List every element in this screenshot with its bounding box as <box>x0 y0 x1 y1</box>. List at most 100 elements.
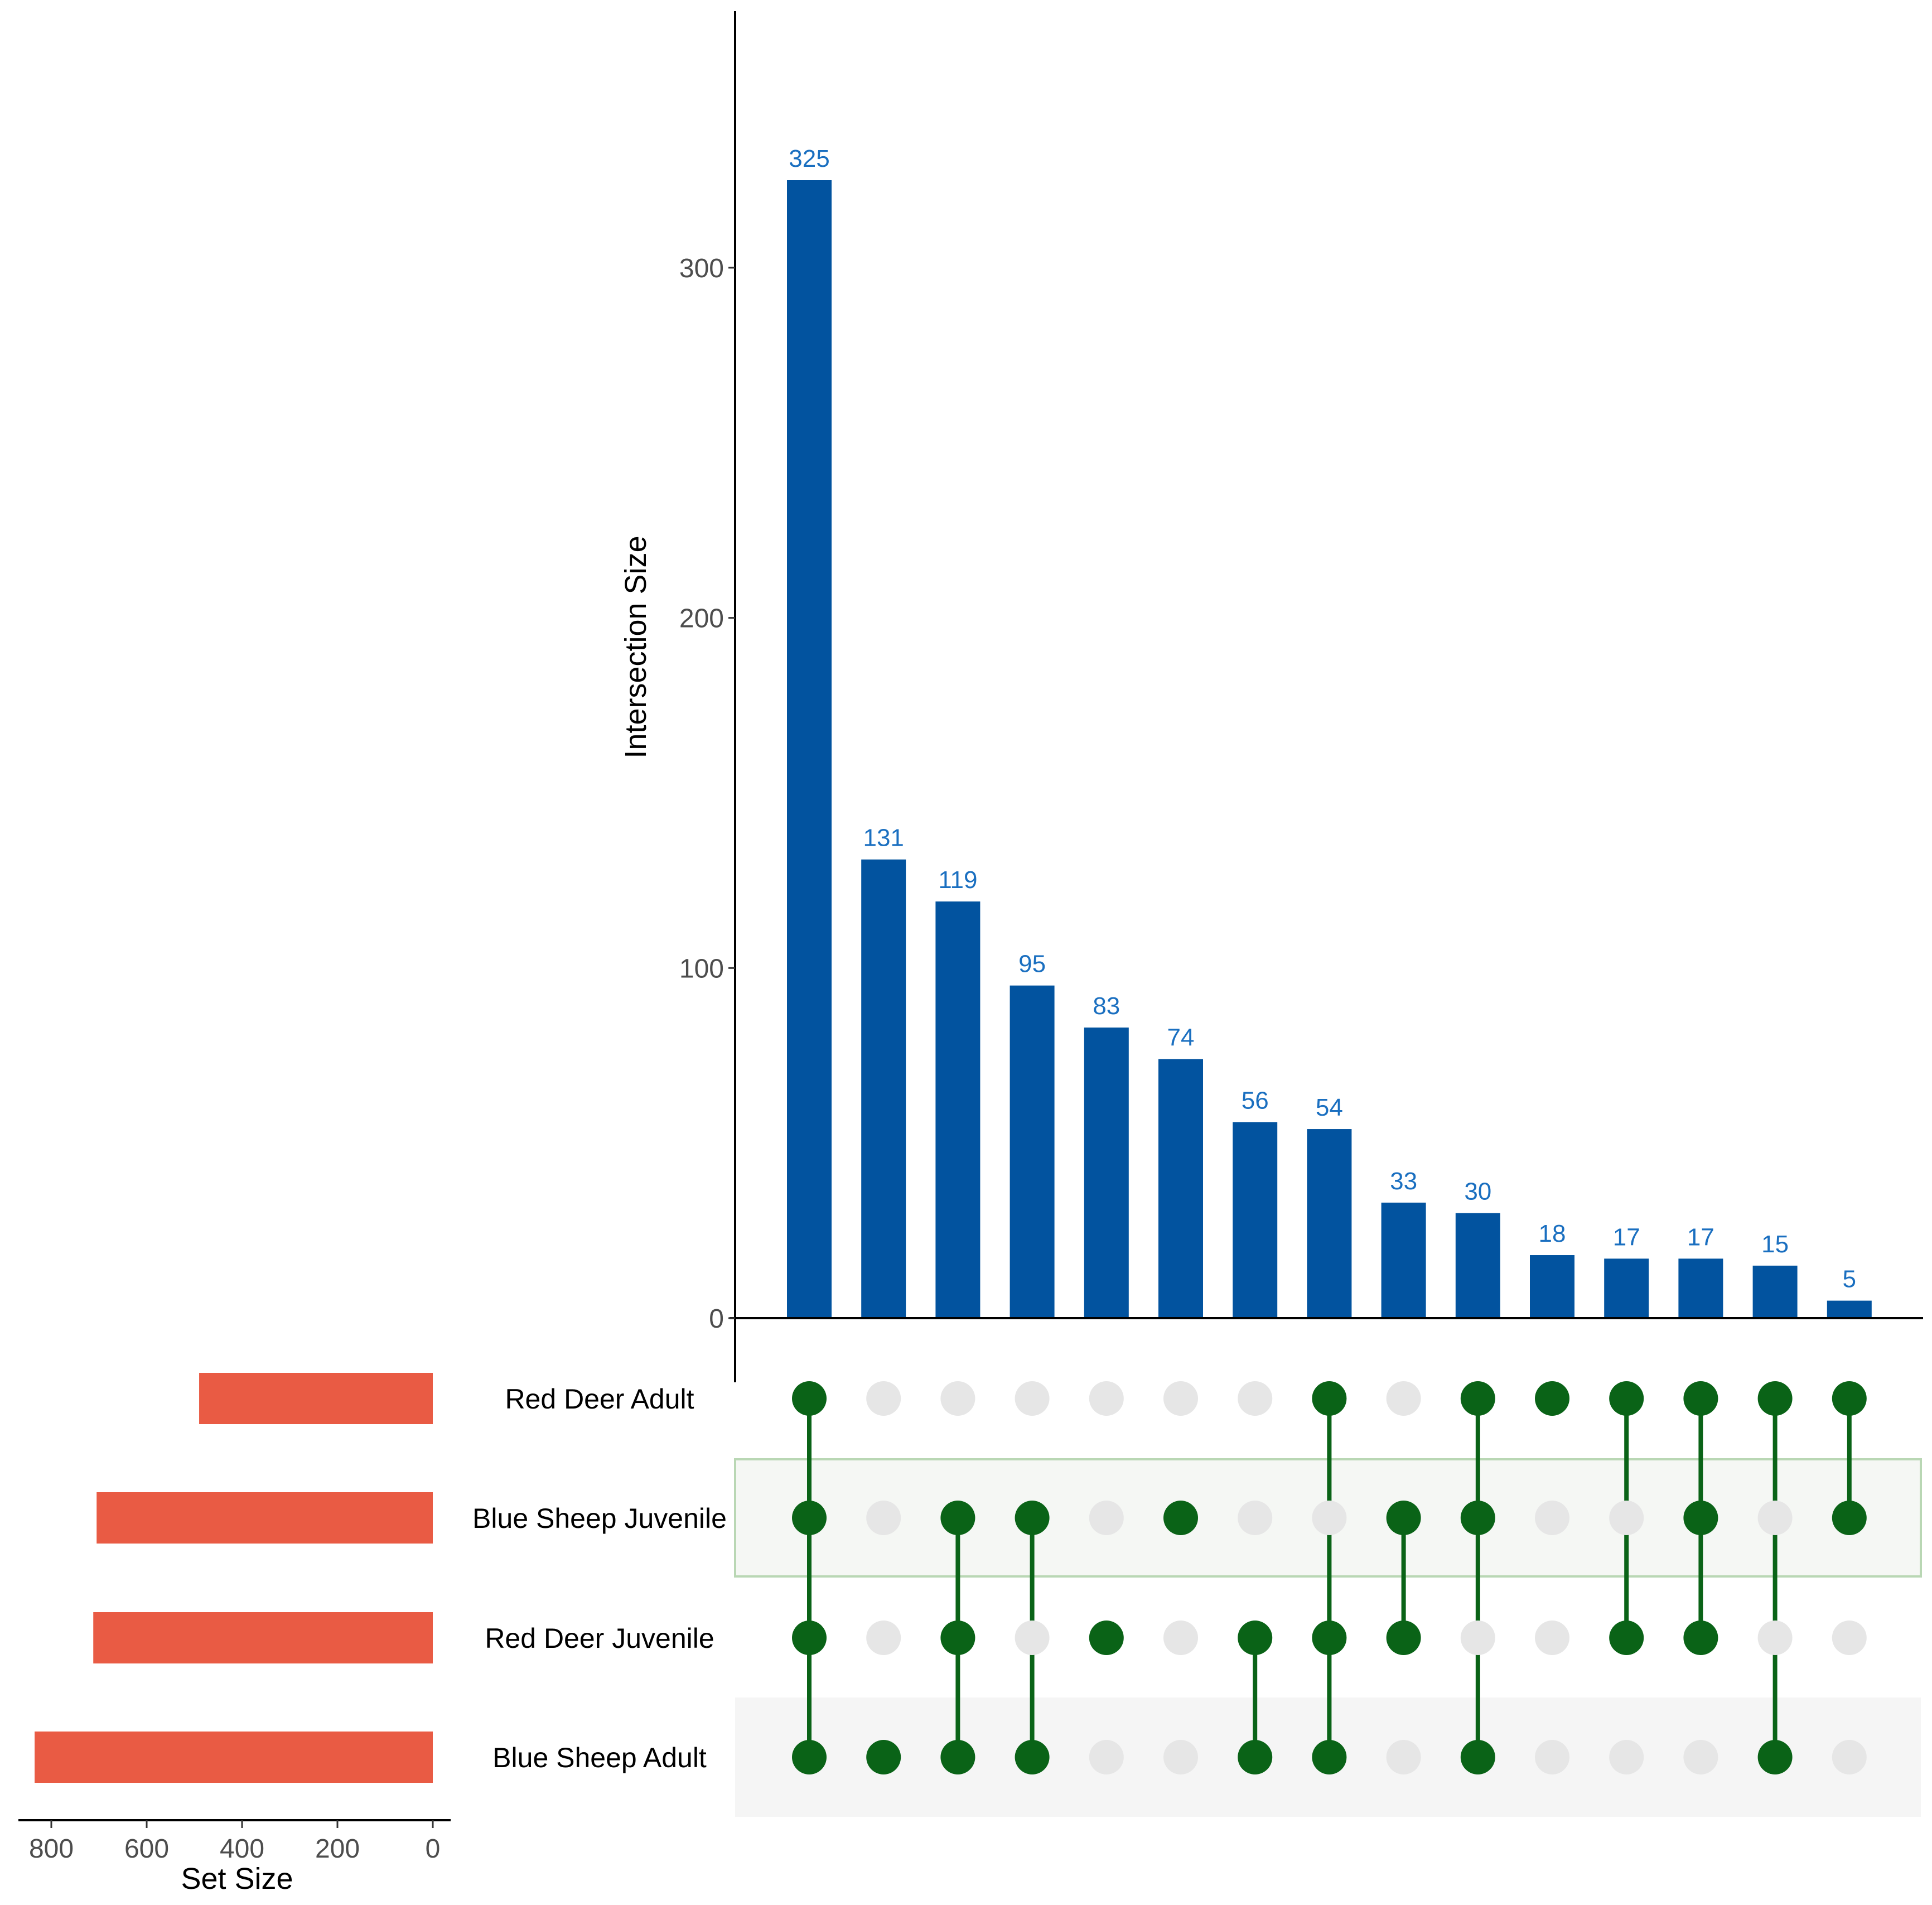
matrix-dot-active <box>940 1501 975 1535</box>
intersection-bar <box>861 859 906 1318</box>
intersection-bar-label: 54 <box>1316 1094 1343 1121</box>
matrix-dot-active <box>1312 1621 1347 1655</box>
matrix-dot-active <box>792 1381 827 1416</box>
intersection-bar-label: 17 <box>1613 1223 1640 1251</box>
matrix-dot-inactive <box>1535 1621 1569 1655</box>
intersection-size-axis-title: Intersection Size <box>619 536 653 758</box>
matrix-dot-inactive <box>1089 1740 1124 1774</box>
matrix-dot-inactive <box>1163 1381 1198 1416</box>
intersection-axis-tick-label: 0 <box>709 1304 724 1334</box>
matrix-dot-inactive <box>1609 1501 1644 1535</box>
intersection-matrix <box>792 1381 1867 1774</box>
set-size-bar <box>35 1732 433 1783</box>
matrix-dot-active <box>1089 1621 1124 1655</box>
intersection-bar <box>1752 1265 1798 1318</box>
set-size-axis-tick-label: 400 <box>220 1834 264 1864</box>
intersection-bar-label: 56 <box>1242 1087 1269 1114</box>
matrix-dot-active <box>1312 1740 1347 1774</box>
matrix-dot-active <box>1757 1381 1793 1416</box>
set-size-bar <box>93 1612 433 1663</box>
matrix-dot-active <box>940 1621 975 1655</box>
matrix-dot-active <box>792 1501 827 1535</box>
matrix-dot-inactive <box>1386 1740 1421 1774</box>
matrix-dot-active <box>1757 1740 1793 1774</box>
intersection-bar <box>935 901 981 1318</box>
set-label: Red Deer Adult <box>505 1383 694 1415</box>
matrix-dot-inactive <box>866 1621 901 1655</box>
matrix-dot-active <box>1238 1621 1273 1655</box>
intersection-bar <box>1307 1129 1352 1318</box>
intersection-bar-label: 74 <box>1167 1024 1195 1052</box>
matrix-dot-inactive <box>1312 1501 1347 1535</box>
matrix-dot-inactive <box>1832 1740 1867 1774</box>
set-label: Blue Sheep Juvenile <box>472 1503 727 1534</box>
matrix-dot-active <box>792 1621 827 1655</box>
set-size-bars <box>35 1373 433 1783</box>
matrix-dot-active <box>1015 1501 1050 1535</box>
matrix-dot-inactive <box>1757 1621 1793 1655</box>
set-labels: Red Deer Adult Blue Sheep Juvenile Red Dee… <box>472 1383 727 1773</box>
intersection-bar-label: 119 <box>938 866 977 894</box>
intersection-bar <box>1678 1258 1723 1318</box>
intersection-bar <box>1530 1255 1574 1318</box>
matrix-dot-active <box>1015 1740 1050 1774</box>
intersection-bar-label: 17 <box>1687 1223 1714 1251</box>
matrix-dot-inactive <box>1460 1621 1495 1655</box>
matrix-dot-active <box>1683 1501 1718 1535</box>
matrix-dot-inactive <box>1535 1501 1569 1535</box>
matrix-dot-active <box>1312 1381 1347 1416</box>
matrix-dot-active <box>1535 1381 1569 1416</box>
intersection-bar <box>787 180 832 1318</box>
matrix-dot-inactive <box>1163 1740 1198 1774</box>
intersection-bar <box>1084 1028 1129 1318</box>
intersection-bar-label: 325 <box>789 145 829 172</box>
set-size-axis-tick-label: 800 <box>29 1834 74 1864</box>
matrix-dot-inactive <box>1015 1381 1050 1416</box>
intersection-bar <box>1381 1202 1426 1318</box>
intersection-bar-label: 18 <box>1539 1220 1566 1247</box>
matrix-dot-active <box>1832 1501 1867 1535</box>
matrix-dot-active <box>1832 1381 1867 1416</box>
matrix-dot-inactive <box>1238 1501 1273 1535</box>
matrix-dot-active <box>940 1740 975 1774</box>
matrix-dot-inactive <box>940 1381 975 1416</box>
intersection-bar <box>1233 1122 1278 1318</box>
matrix-dot-active <box>1386 1621 1421 1655</box>
set-size-bar <box>199 1373 433 1424</box>
set-label: Blue Sheep Adult <box>492 1742 707 1773</box>
set-size-axis-tick-label: 200 <box>315 1834 360 1864</box>
intersection-bars: 325 131 119 95 83 74 56 54 33 30 18 17 17 15 5 <box>787 145 1872 1318</box>
matrix-dot-active <box>1460 1381 1495 1416</box>
intersection-axis-tick-label: 300 <box>679 254 724 283</box>
matrix-dot-active <box>1163 1501 1198 1535</box>
set-size-axis: 800 600 400 200 0 <box>18 1819 451 1864</box>
intersection-bar-label: 15 <box>1761 1231 1789 1258</box>
intersection-axis-tick-label: 200 <box>679 604 724 634</box>
intersection-bar-label: 5 <box>1843 1266 1856 1293</box>
matrix-dot-active <box>1238 1740 1273 1774</box>
matrix-dot-active <box>1609 1621 1644 1655</box>
matrix-dot-active <box>792 1740 827 1774</box>
matrix-dot-active <box>1683 1621 1718 1655</box>
set-label: Red Deer Juvenile <box>485 1623 714 1654</box>
set-size-axis-title: Set Size <box>181 1862 293 1896</box>
intersection-bar <box>1827 1300 1872 1318</box>
intersection-bar <box>1158 1059 1203 1318</box>
matrix-dot-inactive <box>1015 1621 1050 1655</box>
set-size-axis-tick-label: 600 <box>124 1834 169 1864</box>
intersection-bar-label: 131 <box>863 824 904 852</box>
matrix-dot-inactive <box>1386 1381 1421 1416</box>
matrix-dot-inactive <box>1238 1381 1273 1416</box>
intersection-axis-tick-label: 100 <box>679 954 724 983</box>
intersection-bar-label: 95 <box>1018 951 1046 978</box>
matrix-dot-inactive <box>1609 1740 1644 1774</box>
matrix-dot-inactive <box>1089 1501 1124 1535</box>
matrix-dot-inactive <box>1163 1621 1198 1655</box>
set-size-bar <box>96 1492 433 1544</box>
matrix-dot-inactive <box>1757 1501 1793 1535</box>
matrix-dot-inactive <box>1683 1740 1718 1774</box>
matrix-dot-inactive <box>866 1501 901 1535</box>
matrix-dot-active <box>866 1740 901 1774</box>
set-size-axis-tick-label: 0 <box>426 1834 441 1864</box>
